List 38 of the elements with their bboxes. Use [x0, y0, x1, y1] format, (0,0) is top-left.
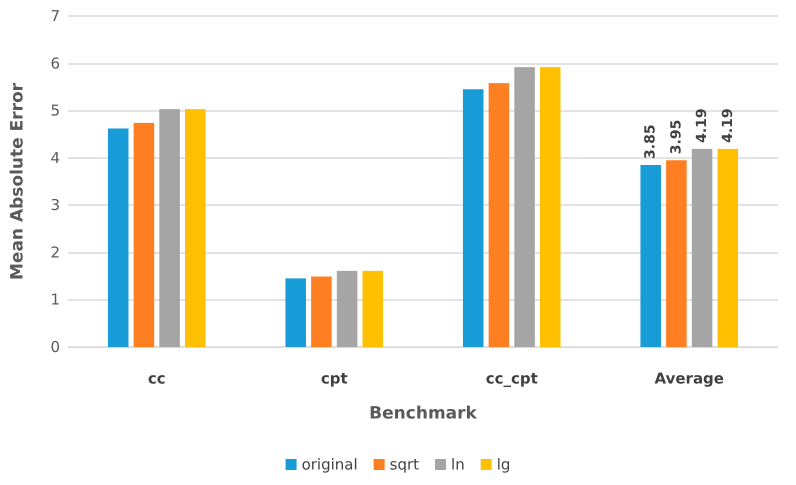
x-axis-title: Benchmark: [369, 404, 478, 424]
bar: [159, 109, 180, 347]
bar: [514, 67, 535, 347]
y-tick-label: 6: [50, 54, 60, 72]
bar: [311, 276, 332, 347]
bar: [362, 270, 384, 347]
legend-label: ln: [451, 456, 465, 474]
y-tick-label: 2: [50, 243, 60, 262]
legend-label: lg: [496, 456, 510, 474]
bar: [462, 89, 484, 347]
y-tick-label: 4: [50, 148, 60, 167]
bar: [718, 148, 738, 347]
y-tick-label: 0: [50, 338, 60, 356]
data-label: 3.85: [642, 124, 659, 159]
bar: [540, 67, 561, 347]
bar: [640, 164, 661, 347]
y-tick-label: 1: [50, 290, 60, 309]
bar: [185, 109, 206, 347]
bar: [285, 278, 306, 347]
bar: [134, 122, 154, 347]
data-label: 4.19: [720, 108, 736, 143]
legend-label: sqrt: [390, 456, 420, 474]
data-label: 3.95: [668, 120, 684, 154]
y-tick-label: 5: [50, 102, 60, 120]
y-tick-label: 3: [50, 196, 60, 214]
data-label: 4.19: [694, 108, 710, 143]
bar: [692, 148, 712, 347]
y-axis-title: Mean Absolute Error: [8, 82, 28, 280]
x-tick-label: cpt: [320, 370, 348, 388]
y-tick-label: 7: [50, 7, 60, 25]
bar: [666, 160, 687, 347]
x-tick-label: Average: [654, 370, 724, 388]
legend-label: original: [302, 456, 358, 474]
x-tick-label: cc: [148, 370, 166, 388]
x-tick-label: cc_cpt: [486, 370, 538, 388]
bar: [336, 270, 358, 347]
bar: [488, 83, 510, 347]
bar: [108, 128, 128, 347]
